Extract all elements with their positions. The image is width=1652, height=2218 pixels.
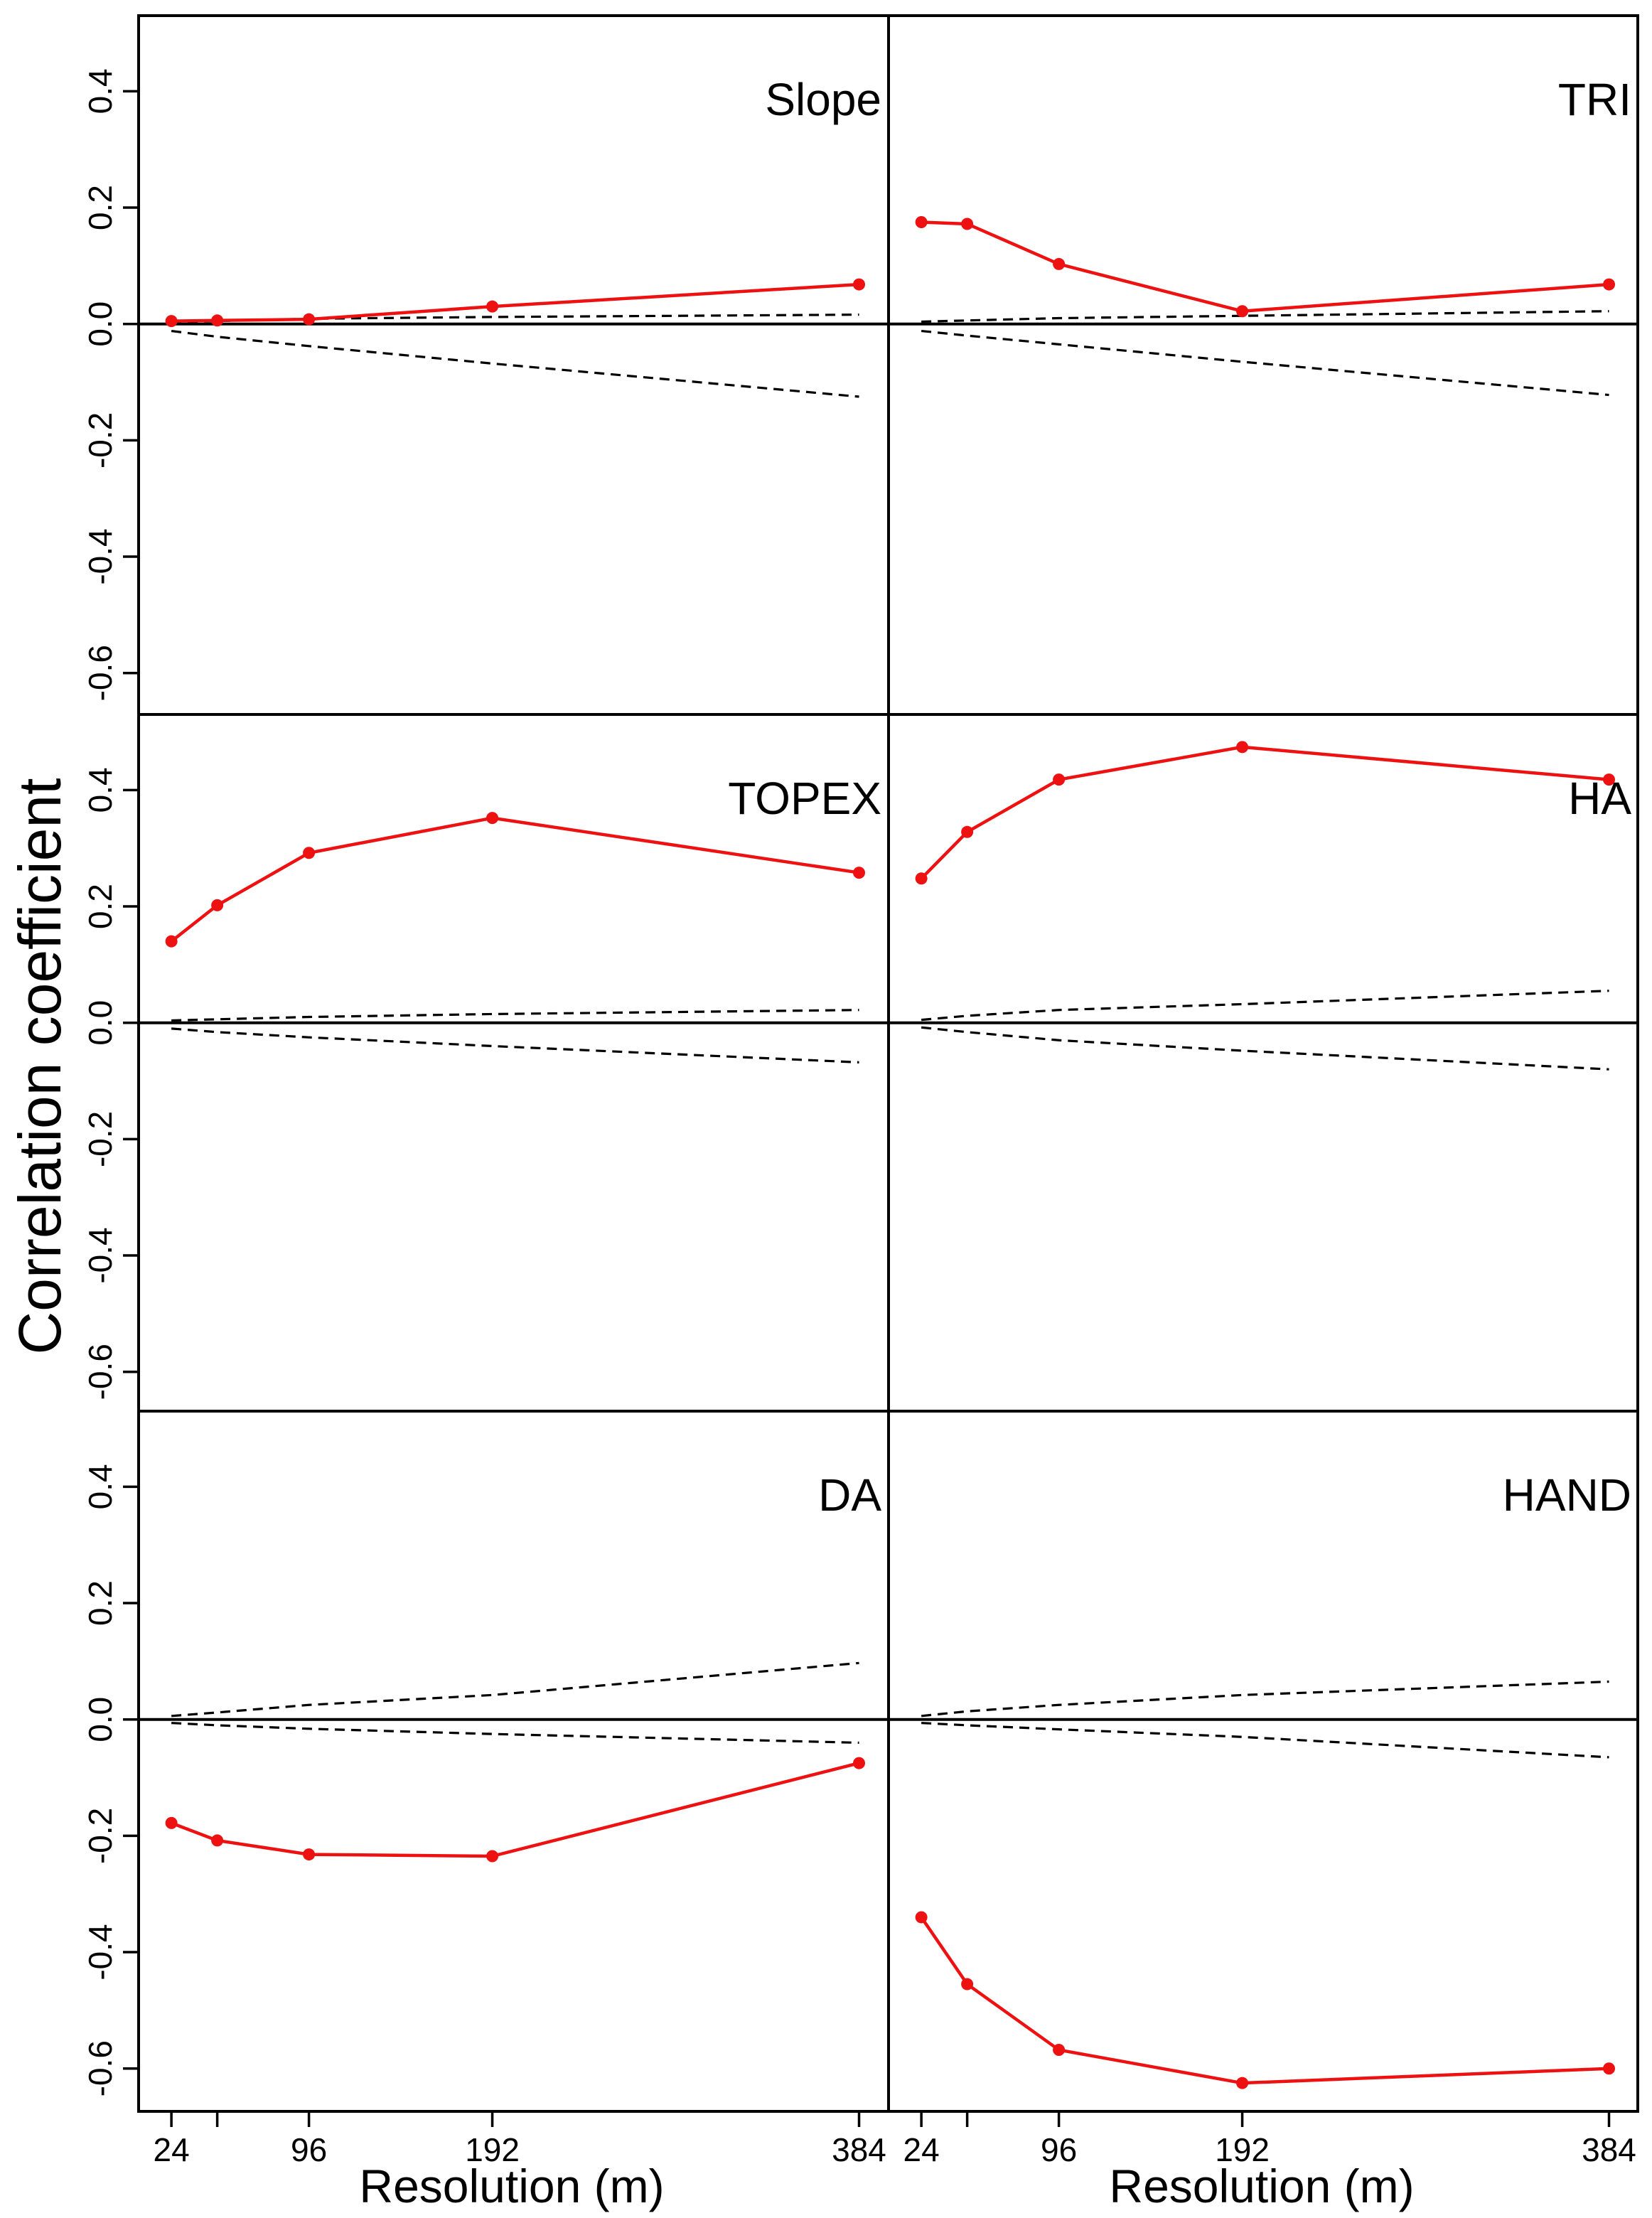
envelope-upper-line xyxy=(921,1680,1609,1718)
data-point xyxy=(961,825,974,838)
data-point xyxy=(303,313,316,326)
data-point xyxy=(1236,2077,1249,2089)
x-tick-label: 192 xyxy=(465,2131,520,2168)
y-tick-label: -0.6 xyxy=(82,2040,119,2096)
panel-slope: Slope xyxy=(139,74,889,398)
data-point xyxy=(961,1978,974,1991)
data-point xyxy=(915,216,928,229)
y-tick-label: 0.4 xyxy=(82,1464,119,1509)
panel-title: HA xyxy=(1568,773,1631,824)
panel-topex: TOPEX xyxy=(139,773,889,1064)
y-tick-label: -0.2 xyxy=(82,1808,119,1864)
x-tick-label: 24 xyxy=(903,2131,940,2168)
y-tick-label: 0.0 xyxy=(82,1697,119,1742)
x-tick-label: 96 xyxy=(1041,2131,1077,2168)
data-point xyxy=(1053,257,1066,270)
panel-title: HAND xyxy=(1503,1469,1631,1521)
data-point xyxy=(303,1848,316,1861)
data-series-line xyxy=(171,282,859,323)
data-point xyxy=(165,315,178,328)
envelope-upper-line xyxy=(921,310,1609,323)
envelope-lower-line xyxy=(171,329,859,398)
data-point xyxy=(1053,2044,1066,2057)
x-axis-title-left: Resolution (m) xyxy=(359,2160,664,2212)
data-point xyxy=(1603,773,1616,786)
data-series-line xyxy=(920,1916,1609,2085)
data-point xyxy=(1603,2062,1616,2075)
data-point xyxy=(211,899,224,911)
data-point xyxy=(486,300,499,313)
data-point xyxy=(915,872,928,885)
x-tick-label: 384 xyxy=(1582,2131,1636,2168)
y-tick-label: -0.6 xyxy=(82,1344,119,1400)
panel-grid-frame xyxy=(137,14,1639,2113)
data-point xyxy=(1053,773,1066,786)
envelope-lower-line xyxy=(921,1026,1609,1071)
data-point xyxy=(303,847,316,859)
x-tick-label: 24 xyxy=(154,2131,190,2168)
panel-hand: HAND xyxy=(889,1469,1638,2089)
y-tick-label: -0.2 xyxy=(82,412,119,468)
y-tick-label: -0.6 xyxy=(82,645,119,701)
data-point xyxy=(1236,741,1249,754)
panel-title: TOPEX xyxy=(728,773,881,824)
data-point xyxy=(961,218,974,230)
data-point xyxy=(165,935,178,948)
data-point xyxy=(211,314,224,327)
data-point xyxy=(486,1850,499,1863)
x-tick-label: 96 xyxy=(291,2131,327,2168)
panel-da: DA xyxy=(139,1469,889,1863)
x-axis: 24 96 192 384 24 96 192 384 xyxy=(154,2111,1636,2168)
y-tick-label: 0.0 xyxy=(82,301,119,347)
y-tick-label: -0.4 xyxy=(82,1924,119,1980)
data-point xyxy=(1236,305,1249,318)
data-series-line xyxy=(170,816,859,943)
y-tick-label: 0.4 xyxy=(82,68,119,114)
data-point xyxy=(1603,278,1616,291)
data-point xyxy=(853,278,866,291)
panel-title: DA xyxy=(818,1469,881,1521)
y-tick-label: 0.2 xyxy=(82,1580,119,1626)
y-tick-label: 0.2 xyxy=(82,185,119,230)
data-series-line xyxy=(171,1761,860,1858)
envelope-lower-line xyxy=(171,1722,859,1745)
envelope-upper-line xyxy=(171,1661,859,1718)
data-point xyxy=(486,812,499,825)
panel-ha: HA xyxy=(889,741,1638,1071)
y-tick-label: -0.2 xyxy=(82,1111,119,1167)
panels: Slope TRI TOPEX HA DA HAND xyxy=(139,74,1638,2089)
x-axis-title-right: Resolution (m) xyxy=(1109,2160,1414,2212)
data-point xyxy=(165,1816,178,1829)
envelope-upper-line xyxy=(921,990,1609,1022)
envelope-lower-line xyxy=(921,1722,1609,1759)
data-point xyxy=(853,867,866,879)
panel-title: Slope xyxy=(765,74,881,125)
envelope-lower-line xyxy=(921,329,1609,397)
data-point xyxy=(915,1911,928,1924)
x-tick-label: 192 xyxy=(1215,2131,1270,2168)
data-series-line xyxy=(920,745,1609,880)
y-axis: -0.6 -0.4 -0.2 0.0 0.2 0.4 -0.6 -0.4 -0.2 0.0 0.2 0… xyxy=(82,68,139,2096)
envelope-upper-line xyxy=(171,1009,859,1022)
y-tick-label: -0.4 xyxy=(82,1227,119,1283)
panel-title: TRI xyxy=(1558,74,1631,125)
data-series-line xyxy=(921,220,1609,313)
data-point xyxy=(211,1834,224,1847)
data-point xyxy=(853,1757,866,1769)
y-tick-label: 0.2 xyxy=(82,884,119,929)
y-tick-label: -0.4 xyxy=(82,528,119,584)
y-tick-label: 0.4 xyxy=(82,767,119,813)
panel-tri: TRI xyxy=(889,74,1638,397)
x-tick-label: 384 xyxy=(832,2131,886,2168)
envelope-lower-line xyxy=(171,1027,859,1064)
y-axis-title: Correlation coefficient xyxy=(6,778,73,1355)
y-tick-label: 0.0 xyxy=(82,1000,119,1046)
